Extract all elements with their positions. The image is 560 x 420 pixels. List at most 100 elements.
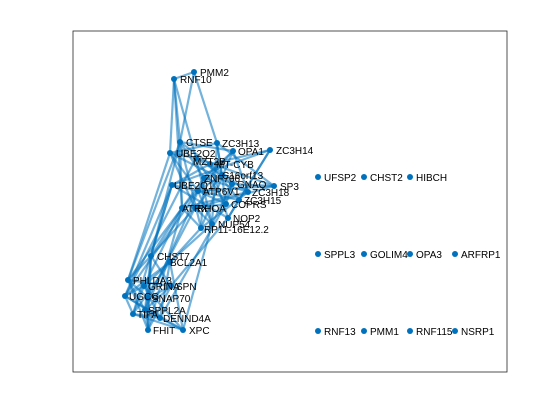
graph-node: [169, 182, 175, 188]
graph-edge: [123, 184, 174, 297]
graph-node: [167, 259, 173, 265]
graph-node: [177, 139, 183, 145]
node-label: ZNF706: [204, 174, 241, 185]
node-label: SPPL3: [324, 250, 356, 261]
graph-edge: [169, 227, 202, 263]
graph-node: [223, 201, 229, 207]
graph-node: [236, 197, 242, 203]
graph-edge: [197, 174, 223, 192]
graph-node: [122, 293, 128, 299]
node-label: RNF10: [180, 75, 212, 86]
graph-node: [452, 251, 458, 257]
graph-node: [219, 172, 225, 178]
graph-node: [167, 150, 173, 156]
graph-edge: [194, 207, 213, 225]
graph-edge: [209, 163, 240, 201]
graph-edge: [216, 142, 275, 187]
node-label: PMM2: [200, 68, 229, 79]
graph-edge: [181, 177, 205, 209]
node-label: UBE2Q1: [174, 181, 214, 192]
node-label: MZT2B: [193, 157, 226, 168]
graph-edge: [168, 261, 185, 331]
graph-edge: [143, 177, 206, 311]
graph-node: [198, 225, 204, 231]
graph-edge: [197, 184, 275, 193]
graph-edge: [181, 223, 214, 331]
graph-edge: [173, 70, 195, 81]
graph-node: [267, 147, 273, 153]
graph-node: [171, 76, 177, 82]
graph-edge: [192, 71, 219, 144]
graph-node: [193, 155, 199, 161]
graph-edge: [178, 71, 196, 143]
node-label: FHIT: [153, 326, 175, 337]
node-label: TIFA: [137, 310, 158, 321]
graph-node: [180, 327, 186, 333]
graph-edge: [171, 163, 211, 186]
graph-edge: [203, 176, 249, 194]
node-label: RP11-16E12.2: [204, 225, 269, 236]
node-label: RNF115: [416, 327, 453, 338]
node-label: COPRS: [231, 200, 267, 211]
graph-node: [229, 181, 235, 187]
graph-edge: [124, 157, 197, 297]
graph-node: [230, 148, 236, 154]
node-label: MT-CYB: [216, 160, 254, 171]
graph-node: [209, 221, 215, 227]
node-label: PHLDA3: [133, 276, 172, 287]
graph-node: [207, 161, 213, 167]
graph-node: [201, 175, 207, 181]
node-label: CHST2: [370, 173, 403, 184]
graph-node: [407, 174, 413, 180]
graph-edge: [227, 199, 240, 219]
graph-node: [195, 188, 201, 194]
graph-node: [225, 215, 231, 221]
graph-node: [271, 183, 277, 189]
graph-edge: [159, 317, 184, 331]
graph-edge: [143, 207, 183, 287]
nodes-layer: [122, 69, 458, 334]
graph-edge: [159, 203, 227, 319]
node-label: SP3: [280, 182, 299, 193]
edges-layer: [123, 70, 275, 332]
node-label: PMM1: [370, 327, 399, 338]
graph-node: [315, 328, 321, 334]
graph-node: [191, 69, 197, 75]
node-label: XPC: [189, 326, 210, 337]
graph-node: [315, 251, 321, 257]
graph-node: [148, 253, 154, 259]
graph-edge: [168, 78, 176, 154]
node-label: DENND4A: [163, 314, 211, 325]
graph-node: [407, 251, 413, 257]
node-label: NSRP1: [461, 327, 495, 338]
node-label: OPA3: [416, 250, 442, 261]
graph-node: [168, 283, 174, 289]
node-label: SPPL2A: [148, 306, 186, 317]
graph-node: [179, 205, 185, 211]
graph-edge: [131, 184, 174, 315]
graph-edge: [170, 217, 229, 287]
graph-node: [361, 174, 367, 180]
graph-node: [192, 205, 198, 211]
graph-node: [145, 295, 151, 301]
node-label: OPA1: [238, 147, 264, 158]
graph-node: [130, 311, 136, 317]
graph-edge: [124, 190, 199, 297]
graph-node: [361, 328, 367, 334]
graph-edge: [146, 207, 184, 331]
node-label: UFSP2: [324, 173, 357, 184]
node-label: ZC3H13: [222, 139, 260, 150]
node-label: ATRX: [182, 204, 208, 215]
node-label: GNAQ: [237, 180, 267, 191]
node-label: UGCG: [129, 292, 159, 303]
node-label: SPN: [176, 282, 197, 293]
graph-edge: [194, 184, 275, 210]
node-label: SNAP70: [152, 294, 191, 305]
graph-edge: [194, 202, 227, 210]
node-label: ARFRP1: [461, 250, 501, 261]
node-label: GOLIM4: [370, 250, 408, 261]
graph-edge: [169, 151, 197, 160]
